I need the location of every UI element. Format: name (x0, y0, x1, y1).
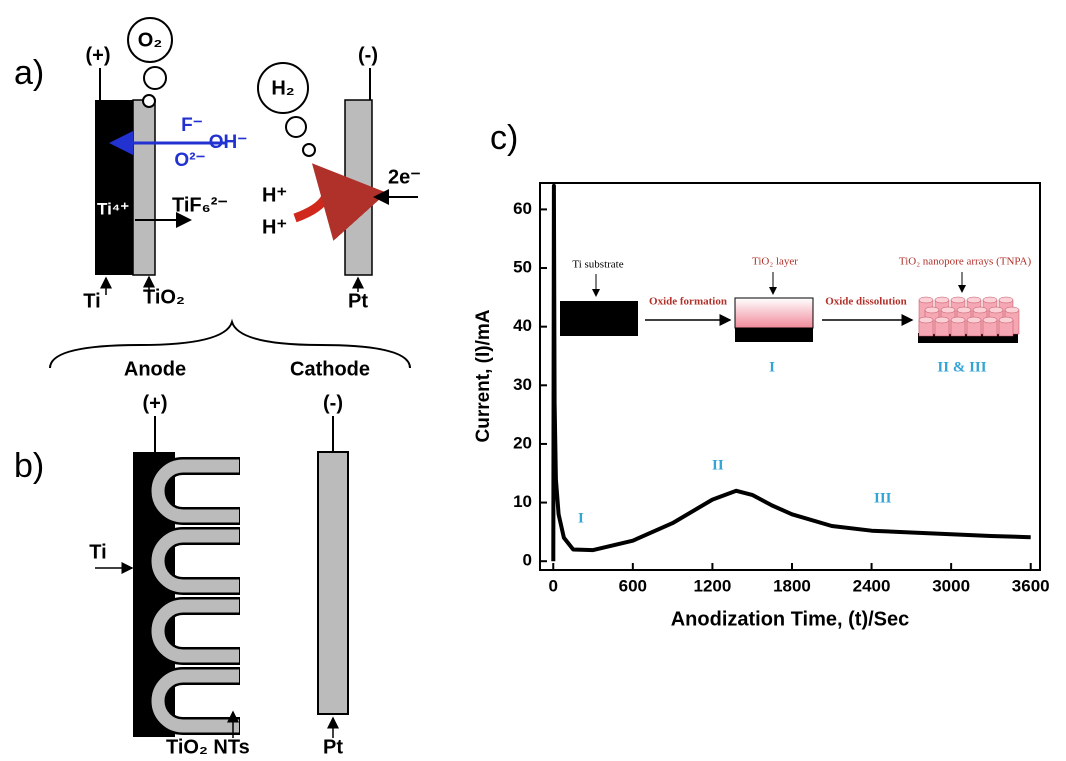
inset: Ti substrate Oxide formation TiO₂ layer … (560, 256, 1032, 375)
label: TiO₂ (143, 286, 185, 308)
pore-top (966, 316, 982, 324)
plot-frame (539, 182, 1041, 571)
ion-label: OH⁻ (209, 132, 248, 153)
annotation: I (578, 510, 584, 526)
panel-label: c) (490, 119, 518, 157)
ion-label: O²⁻ (174, 150, 205, 171)
inset-label: I (769, 359, 775, 375)
ion-label: F⁻ (181, 115, 203, 136)
bubble (142, 94, 156, 108)
terminal: (+) (86, 44, 111, 66)
x-tick-label: 1200 (693, 576, 731, 595)
bubble (143, 66, 167, 90)
panel-label: b) (14, 447, 44, 485)
y-tick-label: 40 (513, 316, 532, 335)
ion-label: Ti⁴⁺ (97, 199, 129, 218)
terminal: (-) (358, 44, 378, 66)
pore-top (934, 296, 950, 304)
terminal: (-) (323, 392, 343, 414)
brace (49, 318, 411, 369)
complex-label: TiF₆²⁻ (172, 194, 228, 216)
pore-top (940, 306, 956, 314)
inset-label: Oxide dissolution (825, 296, 907, 308)
terminal: (+) (143, 392, 168, 414)
pore-top (956, 306, 972, 314)
bubble (285, 116, 307, 138)
pt-electrode (344, 99, 373, 276)
bubble (127, 17, 173, 63)
pore-top (918, 296, 934, 304)
pore-top (924, 306, 940, 314)
inset-label: Oxide formation (649, 296, 727, 308)
nanotubes (149, 457, 240, 735)
cathode-label: Cathode (290, 358, 370, 380)
gas-label: O₂ (138, 29, 162, 51)
x-tick-label: 2400 (853, 576, 891, 595)
panel-b: b) (+) Ti TiO₂ NTs (-) Pt (14, 392, 349, 758)
pore-top (966, 296, 982, 304)
y-tick-label: 0 (523, 551, 532, 570)
panel-label: a) (14, 54, 44, 92)
pore-top (982, 316, 998, 324)
proton-label: H⁺ (262, 216, 287, 238)
annotation: III (874, 490, 892, 506)
pore-top (972, 306, 988, 314)
gas-label: H₂ (271, 77, 294, 99)
pore-top (998, 316, 1014, 324)
nanopores (918, 296, 1020, 343)
ti-substrate (560, 301, 638, 336)
panel-c: c) Anodization Time, (t)/Sec Current, (I… (473, 119, 1050, 630)
label: Pt (323, 736, 343, 758)
bubble (257, 62, 309, 114)
pore-top (988, 306, 1004, 314)
ti-electrode (95, 100, 133, 275)
pore-top (982, 296, 998, 304)
pore-top (1004, 306, 1020, 314)
pore-top (950, 316, 966, 324)
pt-electrode (317, 451, 349, 715)
substrate (918, 333, 1018, 343)
x-tick-label: 1800 (773, 576, 811, 595)
y-tick-label: 60 (513, 199, 532, 218)
y-tick-label: 30 (513, 375, 532, 394)
y-tick-label: 10 (513, 492, 532, 511)
inset-label: II & III (937, 359, 986, 375)
anode-label: Anode (124, 358, 186, 380)
label: TiO₂ NTs (166, 736, 250, 758)
tio2-layer (734, 297, 814, 329)
pore-top (934, 316, 950, 324)
x-tick-label: 3000 (932, 576, 970, 595)
tube-wall (151, 459, 239, 733)
annotation: II (712, 457, 724, 473)
x-tick-label: 0 (549, 576, 558, 595)
current-line (551, 183, 1031, 562)
ti-substrate (735, 328, 813, 342)
x-tick-label: 3600 (1012, 576, 1050, 595)
inset-label: TiO₂ nanopore arrays (TNPA) (899, 256, 1032, 268)
x-axis-label: Anodization Time, (t)/Sec (671, 608, 910, 630)
bubble (302, 143, 316, 157)
pore-top (918, 316, 934, 324)
inset-label: TiO₂ layer (752, 256, 798, 268)
panel-a: a) (+) O₂ F⁻ OH⁻ O²⁻ Ti⁴⁺ TiF₆²⁻ Ti TiO₂… (14, 17, 421, 380)
oxide-layer (132, 99, 156, 276)
reaction-arrow (293, 163, 387, 241)
inset-label: Ti substrate (572, 259, 623, 271)
pore-top (950, 296, 966, 304)
label: Ti (83, 290, 100, 312)
pore-top (998, 296, 1014, 304)
x-tick-label: 600 (619, 576, 647, 595)
label: Ti (89, 541, 106, 563)
y-axis-label: Current, (I)/mA (473, 309, 494, 442)
proton-label: H⁺ (262, 184, 287, 206)
y-tick-label: 20 (513, 433, 532, 452)
label: Pt (348, 290, 368, 312)
electron-label: 2e⁻ (388, 166, 421, 188)
y-tick-label: 50 (513, 258, 532, 277)
